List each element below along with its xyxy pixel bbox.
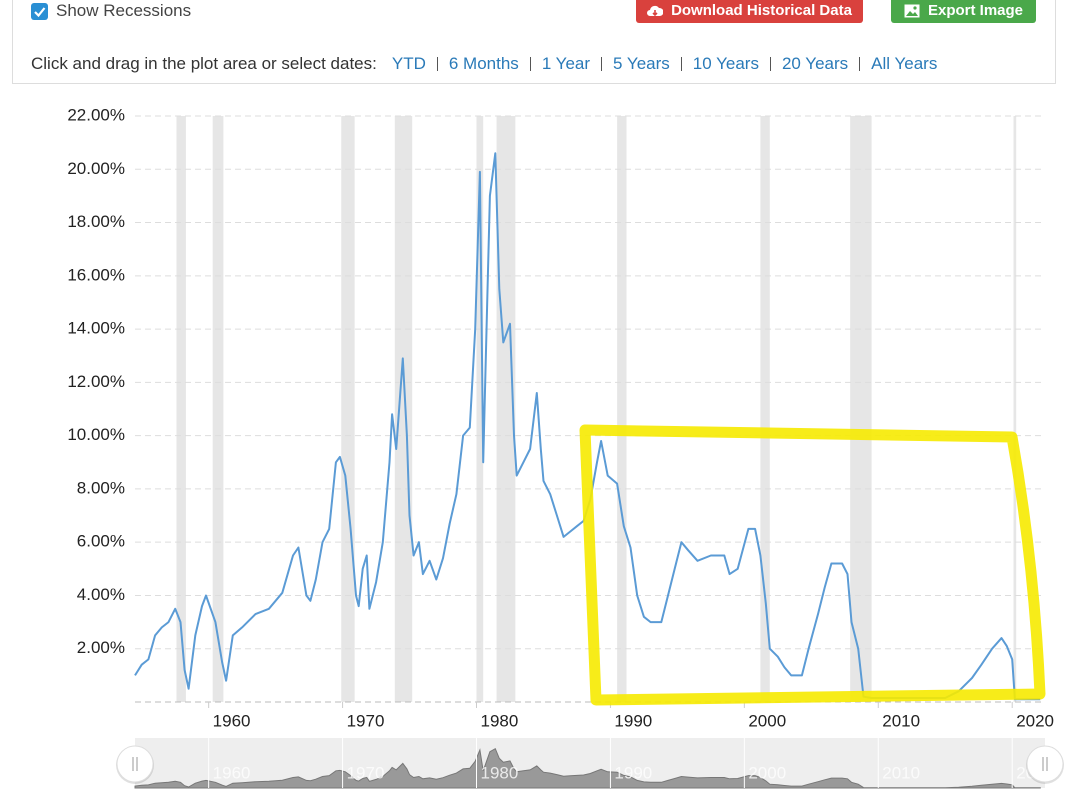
x-tick-label: 1970 [347, 711, 385, 730]
recession-band [212, 116, 224, 702]
range-link[interactable]: 20 Years [781, 54, 849, 73]
recession-band [341, 116, 355, 702]
navigator-area [134, 747, 1041, 789]
separator [680, 57, 682, 71]
recession-band [496, 116, 516, 702]
recession-band [394, 116, 413, 702]
date-prompt: Click and drag in the plot area or selec… [31, 54, 377, 73]
y-tick-label: 14.00% [67, 319, 125, 338]
handle [116, 745, 154, 783]
navigator-label: 2000 [748, 763, 786, 782]
x-tick-label: 1980 [481, 711, 519, 730]
y-tick-label: 18.00% [67, 212, 125, 231]
y-tick-label: 10.00% [67, 425, 125, 444]
handle [1026, 745, 1064, 783]
cloud-icon [647, 5, 664, 16]
x-tick-label: 2010 [882, 711, 920, 730]
highlight-annotation [579, 424, 1046, 706]
controls-panel: Show Recessions Download Historical Data… [12, 0, 1056, 84]
range-link[interactable]: 1 Year [541, 54, 591, 73]
export-button[interactable]: Export Image [891, 0, 1036, 23]
separator [601, 57, 603, 71]
separator [769, 57, 771, 71]
recession-toggle[interactable]: Show Recessions [31, 1, 191, 21]
y-tick-label: 22.00% [67, 105, 125, 124]
navigator-label: 2010 [882, 763, 920, 782]
y-tick-label: 2.00% [77, 638, 125, 657]
navigator-handle[interactable] [1026, 745, 1064, 784]
separator [436, 57, 438, 71]
recession-band [176, 116, 186, 702]
navigator-label: 1970 [347, 763, 385, 782]
toggle-label: Show Recessions [56, 1, 192, 20]
y-tick-label: 4.00% [77, 585, 125, 604]
recession-band [760, 116, 770, 702]
recession-band [617, 116, 627, 702]
range-link[interactable]: 6 Months [448, 54, 519, 73]
image-icon [904, 4, 920, 17]
navigator-handle[interactable] [116, 745, 154, 784]
date-selector: Click and drag in the plot area or selec… [31, 54, 937, 74]
recession-band [476, 116, 484, 702]
separator [859, 57, 861, 71]
rate-line [134, 152, 1041, 701]
range-link[interactable]: All Years [871, 54, 938, 73]
button-label: Download Historical Data [671, 2, 852, 19]
button-label: Export Image [927, 2, 1024, 19]
navigator-label: 1960 [213, 763, 251, 782]
y-tick-label: 20.00% [67, 159, 125, 178]
y-tick-label: 12.00% [67, 372, 125, 391]
y-tick-label: 16.00% [67, 265, 125, 284]
checkbox[interactable] [31, 2, 48, 20]
navigator-label: 1990 [614, 763, 652, 782]
y-tick-label: 8.00% [77, 478, 125, 497]
x-tick-label: 2000 [748, 711, 786, 730]
y-tick-label: 6.00% [77, 532, 125, 551]
download-button[interactable]: Download Historical Data [636, 0, 863, 23]
x-tick-label: 1960 [213, 711, 251, 730]
x-tick-label: 1990 [614, 711, 652, 730]
range-link[interactable]: YTD [391, 54, 426, 73]
separator [529, 57, 531, 71]
navigator-label: 1980 [481, 763, 519, 782]
range-link[interactable]: 5 Years [613, 54, 670, 73]
range-link[interactable]: 10 Years [692, 54, 759, 73]
x-tick-label: 2020 [1016, 711, 1054, 730]
recession-band [1013, 116, 1017, 702]
recession-band [850, 116, 872, 702]
